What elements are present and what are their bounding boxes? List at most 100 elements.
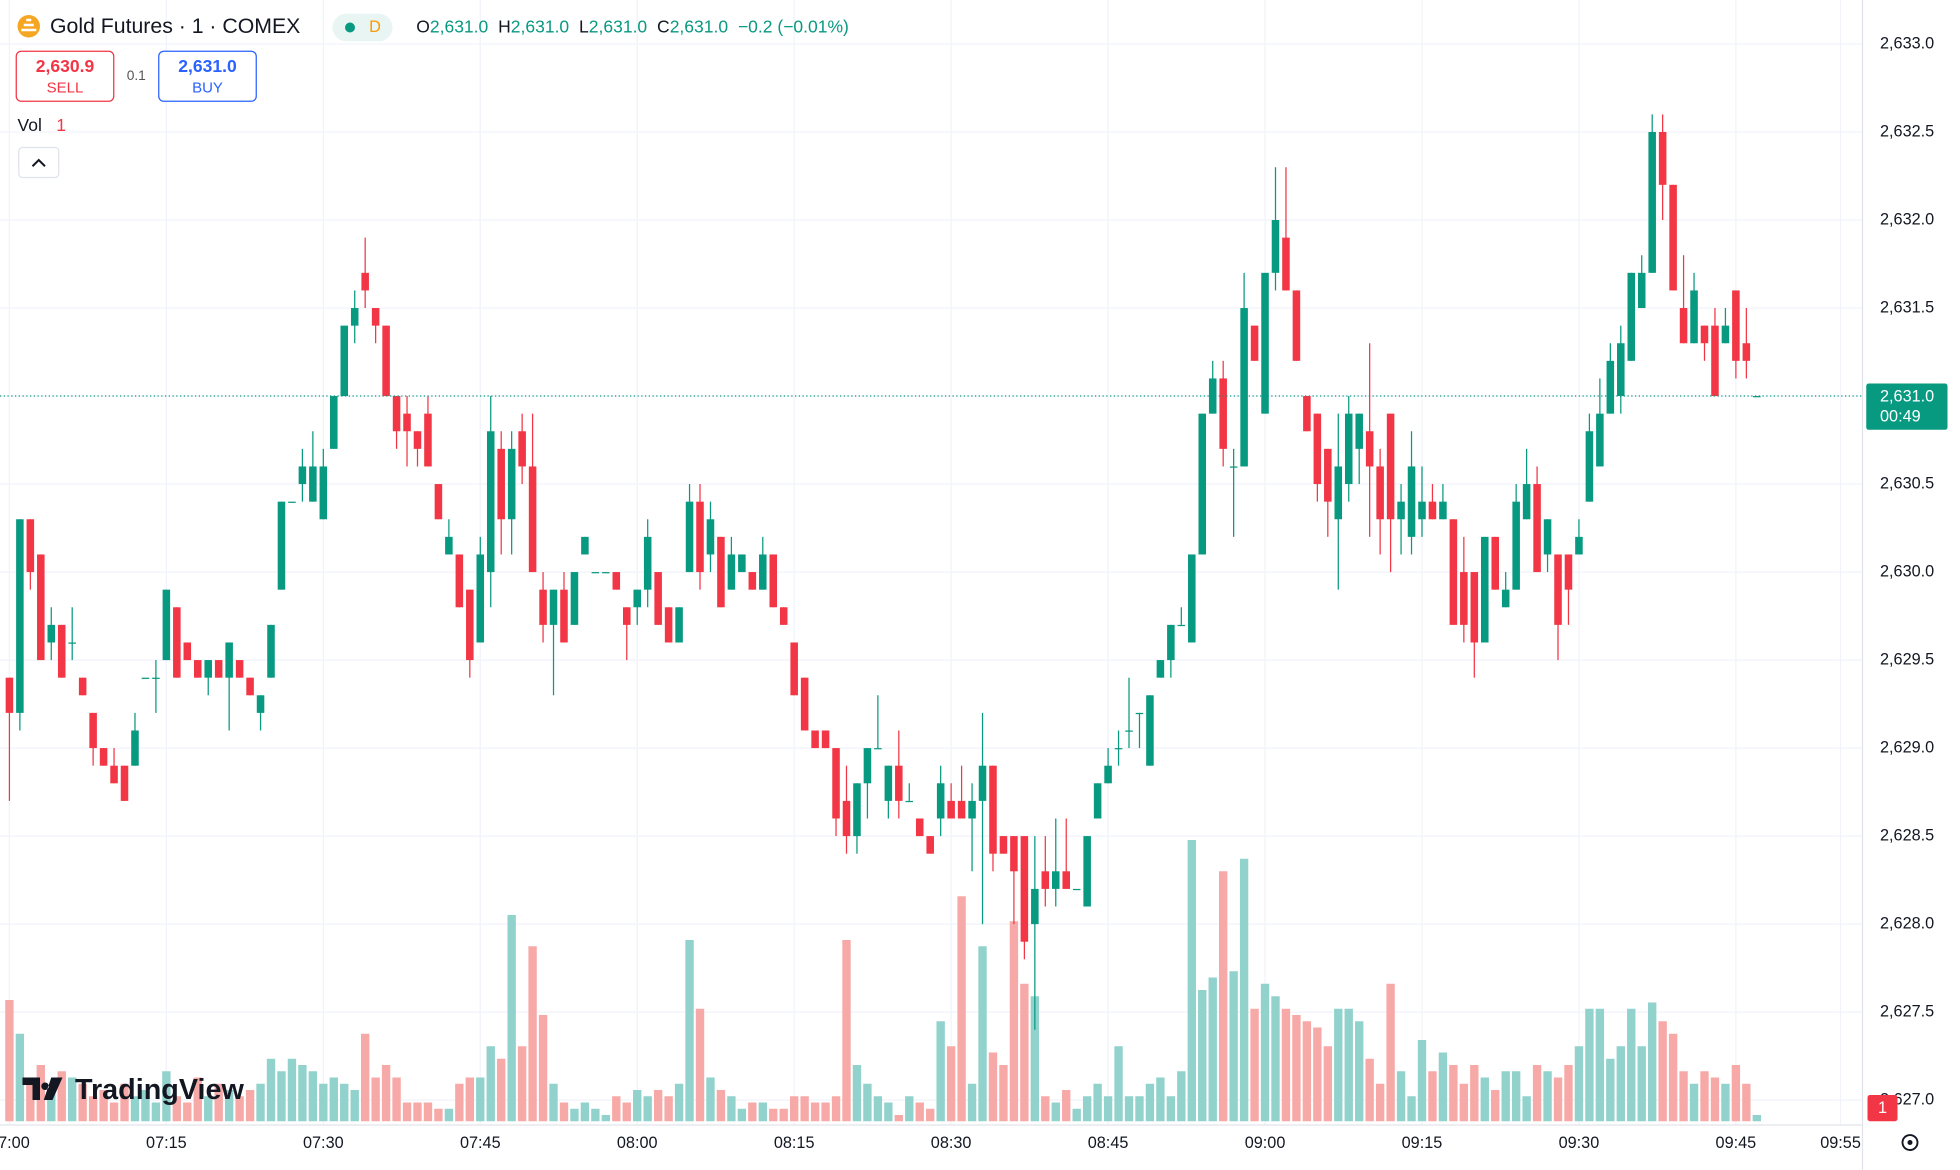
volume-bar (1637, 1046, 1646, 1122)
volume-bar (946, 1046, 956, 1122)
volume-bar (716, 1090, 726, 1122)
ohlc-value: 2,631.0 (670, 16, 729, 36)
candle-body (1146, 695, 1154, 766)
candle-body (727, 554, 736, 590)
y-tick-label: 2,628.0 (1880, 914, 1934, 932)
candle-body (1261, 272, 1269, 414)
volume-bar (99, 1090, 108, 1122)
volume-bar (5, 1000, 14, 1122)
status-badge[interactable] (332, 13, 393, 42)
candle-body (1596, 413, 1604, 467)
buy-button[interactable] (158, 50, 257, 102)
candle-body (1041, 871, 1050, 889)
volume-bar (1145, 1083, 1155, 1122)
candle-body (371, 308, 380, 326)
volume-bar (967, 1083, 977, 1122)
sell-button[interactable] (15, 50, 115, 102)
volume-bar (873, 1096, 883, 1122)
volume-bar (852, 1065, 862, 1122)
last-price-box (1866, 383, 1948, 430)
volume-bar (831, 1096, 841, 1122)
x-tick-label: 09:30 (1559, 1134, 1600, 1152)
volume-bar (298, 1065, 307, 1122)
candle-body (968, 800, 976, 819)
candle-body (1010, 836, 1018, 872)
volume-bar (1166, 1096, 1176, 1122)
volume-bar (36, 1065, 45, 1122)
candle-body (1376, 466, 1384, 520)
volume-bar (633, 1090, 642, 1122)
volume-bar (172, 1096, 182, 1122)
candle-body (570, 572, 579, 625)
candle-body (1397, 501, 1405, 520)
volume-bar (1082, 1096, 1092, 1122)
candle-body (1072, 888, 1081, 891)
candle-body (717, 536, 725, 608)
volume-bar (1689, 1083, 1699, 1122)
volume-bar (1135, 1096, 1144, 1122)
candle-body (1554, 554, 1562, 625)
candle-body (455, 554, 464, 608)
alert-badge[interactable] (1867, 1095, 1898, 1122)
candle-body (1355, 413, 1363, 449)
candle-body (340, 325, 349, 397)
candle-body (507, 448, 516, 520)
volume-bar (507, 915, 516, 1122)
candle-body (1627, 272, 1636, 361)
volume-bar (591, 1108, 600, 1122)
volume-bar (1742, 1083, 1751, 1122)
change: −0.2 (−0.01%) (738, 16, 849, 36)
ohlc-label: H (498, 16, 511, 36)
candle-body (445, 536, 453, 555)
volume-bar (1396, 1071, 1406, 1122)
x-tick-label: 07:45 (460, 1134, 501, 1152)
volume-bar (1480, 1077, 1489, 1122)
volume-bar (1093, 1083, 1102, 1122)
volume-bar (601, 1115, 611, 1122)
y-tick-label: 2,631.5 (1880, 298, 1934, 316)
candle-body (696, 501, 704, 573)
candle-body (1334, 466, 1343, 520)
candle-body (978, 765, 987, 801)
candle-body (89, 712, 97, 749)
candle-body (1324, 448, 1332, 502)
collapse-button[interactable] (18, 146, 60, 179)
volume-bar (360, 1033, 370, 1122)
volume-bar (1710, 1077, 1720, 1122)
x-tick-label: 08:15 (774, 1134, 815, 1152)
candle-body (246, 677, 254, 696)
candle-body (1240, 308, 1248, 467)
volume-bar (151, 1102, 161, 1122)
market-dot (345, 22, 355, 33)
candle-body (361, 272, 369, 291)
volume-bar (1417, 1040, 1427, 1122)
candle-body (37, 554, 45, 661)
settings-button[interactable] (1901, 1134, 1919, 1151)
candle-body (790, 642, 798, 696)
logo-text: TradingView (75, 1074, 244, 1106)
candle-body (853, 783, 861, 837)
volume-bar (737, 1108, 747, 1122)
volume-bar (957, 896, 966, 1122)
candle-body (654, 572, 662, 625)
volume-bar (235, 1096, 244, 1122)
candle-body (581, 536, 589, 555)
volume-bar (1177, 1071, 1186, 1122)
y-tick-label: 2,630.0 (1880, 562, 1934, 580)
candle-body (183, 642, 192, 661)
candle-body (1303, 396, 1311, 432)
volume-bar (1218, 871, 1228, 1122)
symbol-title[interactable]: Gold Futures · 1 · COMEX (50, 14, 300, 38)
volume-bar (1700, 1071, 1709, 1122)
candle-body (486, 431, 495, 573)
logo-mark (22, 1077, 63, 1100)
volume-bar (371, 1077, 380, 1122)
volume-bar (141, 1090, 150, 1122)
candle-body (675, 607, 683, 643)
volume-bar (1564, 1065, 1573, 1122)
axis-corner: 1 (1867, 1095, 1919, 1151)
volume-bar (842, 940, 851, 1122)
volume-bar (643, 1096, 652, 1122)
candle-body (602, 572, 610, 574)
volume-bar (727, 1096, 736, 1122)
